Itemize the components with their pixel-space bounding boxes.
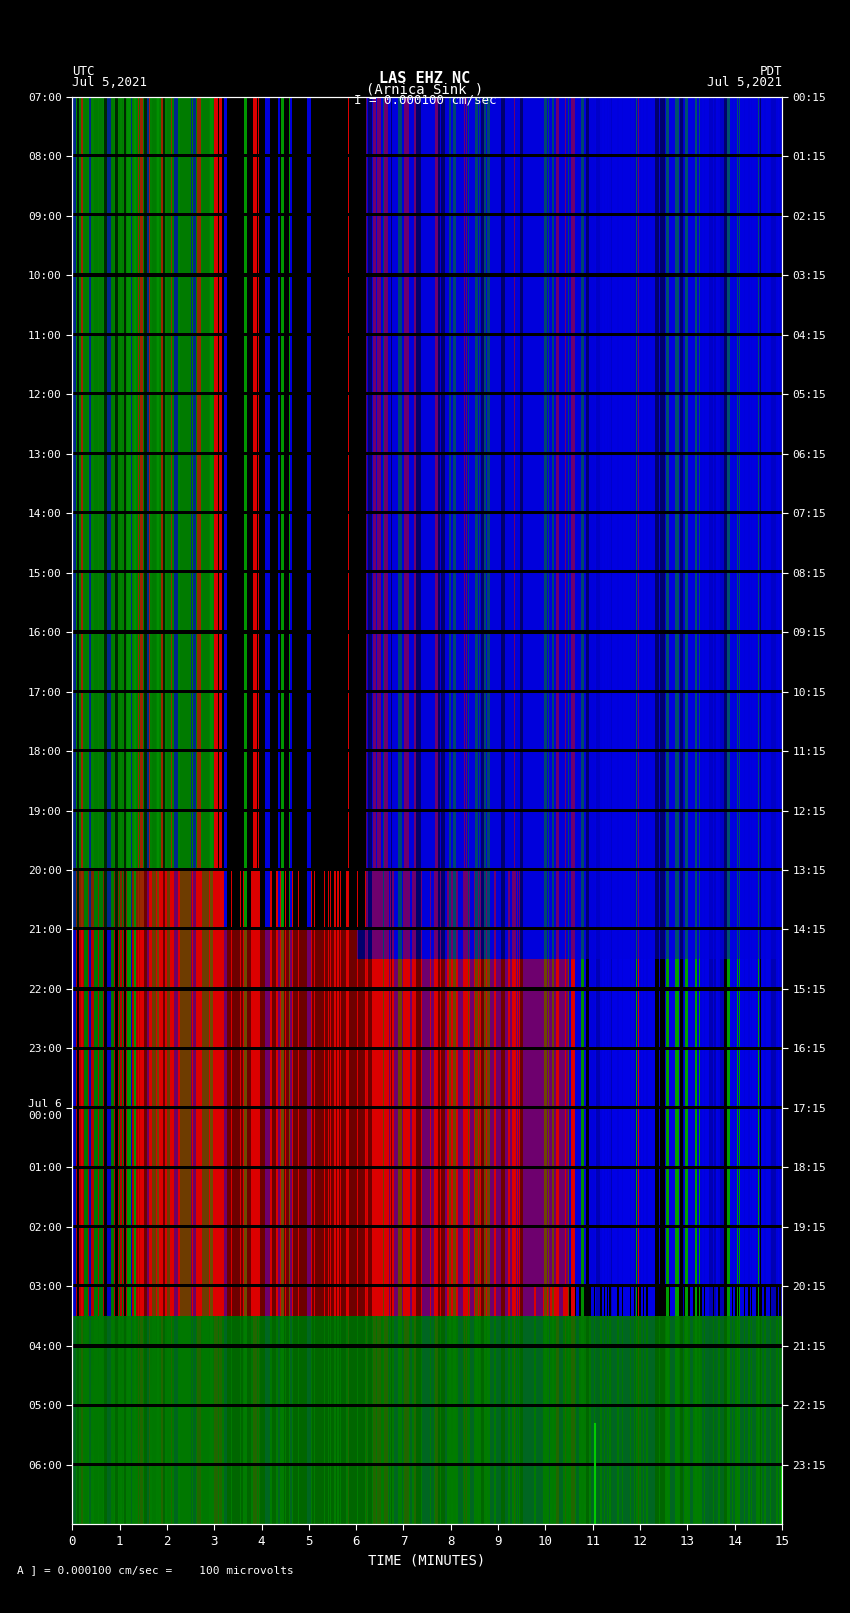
Text: PDT: PDT — [760, 65, 782, 77]
Text: (Arnica Sink ): (Arnica Sink ) — [366, 82, 484, 97]
Text: Jul 5,2021: Jul 5,2021 — [707, 76, 782, 89]
Text: I = 0.000100 cm/sec: I = 0.000100 cm/sec — [354, 94, 496, 106]
Text: Jul 5,2021: Jul 5,2021 — [72, 76, 147, 89]
Text: LAS EHZ NC: LAS EHZ NC — [379, 71, 471, 85]
Text: A ] = 0.000100 cm/sec =    100 microvolts: A ] = 0.000100 cm/sec = 100 microvolts — [17, 1565, 294, 1574]
X-axis label: TIME (MINUTES): TIME (MINUTES) — [369, 1553, 485, 1568]
Text: UTC: UTC — [72, 65, 94, 77]
